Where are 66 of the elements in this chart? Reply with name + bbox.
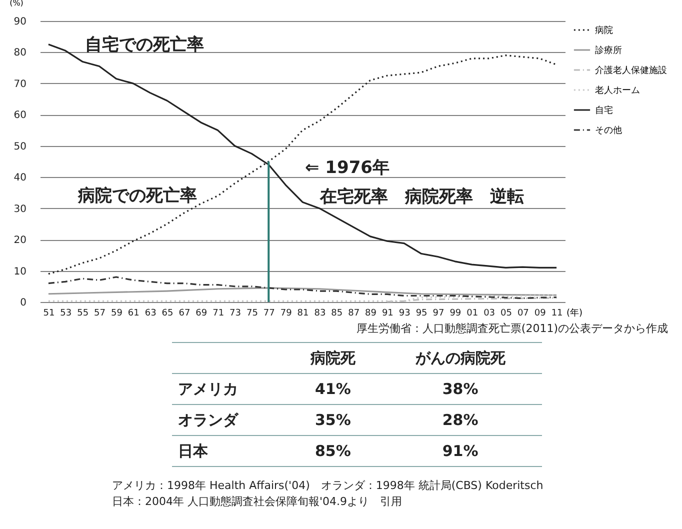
x-tick-label: 55 bbox=[77, 308, 89, 318]
text: 28% bbox=[378, 404, 542, 436]
y-tick-label: 0 bbox=[20, 298, 26, 308]
x-tick-label: 75 bbox=[246, 308, 258, 318]
legend-label: 病院 bbox=[595, 25, 613, 36]
legend-label: その他 bbox=[595, 125, 622, 136]
annotation: 自宅での死亡率 bbox=[85, 35, 204, 55]
x-tick-label: 61 bbox=[128, 308, 140, 318]
legend-label: 老人ホーム bbox=[595, 85, 640, 96]
x-tick-label: 07 bbox=[517, 308, 529, 318]
x-tick-label: 79 bbox=[280, 308, 292, 318]
text: 38% bbox=[378, 374, 542, 404]
y-tick-label: 40 bbox=[14, 172, 26, 184]
annotation: ⇐ 1976年 bbox=[305, 158, 390, 178]
y-tick-label: 60 bbox=[14, 110, 26, 122]
x-axis-title: (年) bbox=[566, 308, 583, 318]
y-tick-label: 70 bbox=[14, 78, 26, 90]
text: 病院死 bbox=[287, 342, 379, 374]
x-tick-label: 09 bbox=[534, 308, 546, 318]
legend-label: 介護老人保健施設 bbox=[595, 65, 667, 76]
x-tick-label: 81 bbox=[297, 308, 309, 318]
annotation: 在宅死率 病院死率 逆転 bbox=[319, 187, 524, 207]
x-tick-label: 63 bbox=[144, 308, 156, 318]
x-tick-label: 11 bbox=[551, 308, 563, 318]
text: 日本 bbox=[172, 436, 288, 466]
x-tick-label: 69 bbox=[196, 308, 208, 318]
y-tick-label: 20 bbox=[14, 235, 26, 246]
x-tick-label: 71 bbox=[212, 308, 224, 318]
text: 厚生労働省：人口動態調査死亡票(2011)の公表データから作成 bbox=[356, 321, 668, 336]
legend-label: 診療所 bbox=[595, 45, 622, 56]
y-tick-label: 80 bbox=[14, 48, 26, 59]
y-tick-label: 90 bbox=[14, 16, 26, 28]
y-tick-label: 50 bbox=[14, 141, 26, 152]
annotation: 病院での死亡率 bbox=[77, 186, 197, 206]
y-tick-label: 30 bbox=[14, 204, 26, 215]
x-tick-label: 67 bbox=[178, 308, 190, 318]
x-tick-label: 53 bbox=[60, 308, 72, 318]
text: 35% bbox=[287, 404, 379, 436]
x-tick-label: 89 bbox=[365, 308, 377, 318]
x-tick-label: 65 bbox=[162, 308, 174, 318]
text: アメリカ bbox=[172, 374, 288, 404]
x-tick-label: 83 bbox=[314, 308, 326, 318]
text: オランダ bbox=[172, 404, 288, 436]
x-tick-label: 05 bbox=[500, 308, 512, 318]
text: 85% bbox=[287, 436, 379, 466]
y-tick-label: 10 bbox=[14, 266, 26, 278]
x-tick-label: 95 bbox=[416, 308, 428, 318]
x-tick-label: 93 bbox=[398, 308, 410, 318]
x-tick-label: 91 bbox=[382, 308, 394, 318]
text: アメリカ：1998年 Health Affairs('04) オランダ：1998年 統計局(CBS) Koderitsch bbox=[112, 478, 544, 493]
x-tick-label: 03 bbox=[484, 308, 496, 318]
x-tick-label: 51 bbox=[43, 308, 55, 318]
x-tick-label: 01 bbox=[466, 308, 478, 318]
x-tick-label: 73 bbox=[230, 308, 241, 318]
x-tick-label: 99 bbox=[450, 308, 462, 318]
text: 日本：2004年 人口動態調査社会保障旬報'04.9より 引用 bbox=[112, 494, 402, 509]
x-tick-label: 59 bbox=[110, 308, 123, 318]
x-tick-label: 85 bbox=[331, 308, 343, 318]
text: がんの病院死 bbox=[378, 342, 542, 374]
text: 41% bbox=[287, 374, 379, 404]
x-tick-label: 97 bbox=[432, 308, 444, 318]
x-tick-label: 77 bbox=[263, 308, 275, 318]
x-tick-label: 57 bbox=[94, 308, 106, 318]
legend-label: 自宅 bbox=[595, 105, 613, 116]
text: 91% bbox=[378, 436, 542, 466]
x-tick-label: 87 bbox=[348, 308, 360, 318]
